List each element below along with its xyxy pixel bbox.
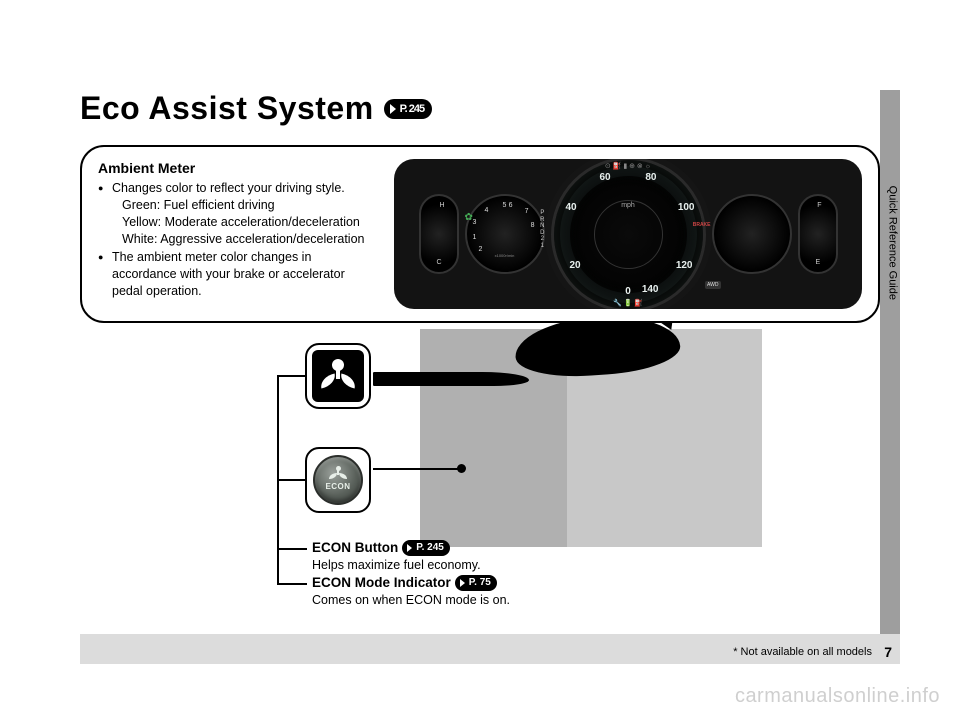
sp-100: 100 [678, 202, 695, 213]
leaf-pointer-line [373, 372, 529, 386]
ambient-text: Ambient Meter Changes color to reflect y… [98, 159, 378, 300]
econ-indicator-icon-box [305, 343, 371, 409]
sp-140: 140 [642, 284, 659, 295]
tach-5: 5 [503, 202, 507, 209]
econ-indicator-page-ref-pill: P. 75 [455, 575, 497, 591]
ambient-bullet1-text: Changes color to reflect your driving st… [112, 181, 345, 195]
ambient-green: Green: Fuel efficient driving [112, 197, 378, 214]
footnote: * Not available on all models [733, 646, 872, 658]
econ-indicator-label-block: ECON Mode Indicator P. 75 Comes on when … [312, 574, 642, 608]
ambient-heading: Ambient Meter [98, 159, 378, 178]
econ-indicator-desc: Comes on when ECON mode is on. [312, 593, 510, 607]
tach-lbl: x1000r/min [495, 253, 515, 258]
tachometer: 1 2 3 4 5 6 7 8 x1000r/min P R N D 2 1 ✿ [465, 194, 545, 274]
connector-h3 [277, 548, 307, 550]
tach-1: 1 [473, 234, 477, 241]
tach-3: 3 [473, 219, 477, 226]
side-tab [880, 90, 900, 650]
km-ring [594, 200, 663, 269]
econ-button[interactable]: ECON [313, 455, 363, 505]
page-content: Eco Assist System P. 245 Ambient Meter C… [80, 90, 880, 650]
ambient-white: White: Aggressive acceleration/decelerat… [112, 231, 378, 248]
econ-button-page-ref: P. 245 [416, 541, 444, 554]
ambient-bullet1: Changes color to reflect your driving st… [102, 180, 378, 248]
lower-diagram: ECON ECON Button P. 245 Helps maximize f… [80, 317, 880, 647]
ambient-bullet2: The ambient meter color changes in accor… [102, 249, 378, 300]
econ-button-heading: ECON Button [312, 539, 398, 557]
tach-8: 8 [531, 222, 535, 229]
econ-button-label: ECON [325, 482, 350, 491]
title-page-ref-pill: P. 245 [384, 99, 432, 119]
title-page-ref: P. 245 [400, 103, 424, 115]
watermark: carmanualsonline.info [735, 685, 940, 708]
leaf-icon [321, 359, 355, 393]
econ-indicator-page-ref: P. 75 [469, 576, 491, 589]
gear-indicator: P R N D 2 1 [540, 210, 544, 250]
temp-gauge: H C [419, 194, 459, 274]
speedometer: ⊙ ⛽ ▮ ⊕ ⊗ ☼ 0 20 40 60 80 100 120 140 mp… [551, 159, 706, 309]
econ-indicator-heading: ECON Mode Indicator [312, 574, 451, 592]
right-gauge [712, 194, 792, 274]
connector-h1 [277, 375, 305, 377]
sp-60: 60 [600, 172, 611, 183]
awd-icon: AWD [705, 281, 720, 289]
sp-120: 120 [676, 260, 693, 271]
side-tab-label: Quick Reference Guide [886, 186, 898, 300]
sp-20: 20 [570, 260, 581, 271]
tach-7: 7 [525, 208, 529, 215]
econ-indicator-icon [312, 350, 364, 402]
page-number: 7 [884, 644, 892, 660]
title-row: Eco Assist System P. 245 [80, 90, 880, 127]
tach-4: 4 [485, 207, 489, 214]
econ-button-desc: Helps maximize fuel economy. [312, 558, 481, 572]
arrow-icon [460, 579, 465, 587]
econ-button-icon-box: ECON [305, 447, 371, 513]
instrument-cluster: H C 1 2 3 4 5 6 7 8 x1000r/min P R N D 2… [394, 159, 862, 309]
fuel-f: F [817, 202, 821, 209]
temp-c: C [437, 259, 442, 266]
econ-button-label-block: ECON Button P. 245 Helps maximize fuel e… [312, 539, 642, 573]
sp-80: 80 [645, 172, 656, 183]
tach-6: 6 [509, 202, 513, 209]
econ-pointer-line [373, 468, 459, 470]
cluster-bottom-icons: 🔧 🔋 ⛽ [613, 299, 643, 307]
arrow-icon [407, 544, 412, 552]
econ-pointer-dot [457, 464, 466, 473]
brake-icon: BRAKE [693, 222, 711, 228]
fuel-gauge: E F [798, 194, 838, 274]
econ-button-page-ref-pill: P. 245 [402, 540, 450, 556]
ambient-meter-callout: Ambient Meter Changes color to reflect y… [80, 145, 880, 323]
page-title: Eco Assist System [80, 90, 374, 127]
tach-2: 2 [479, 246, 483, 253]
temp-h: H [439, 202, 444, 209]
cluster-top-icons: ⊙ ⛽ ▮ ⊕ ⊗ ☼ [605, 162, 651, 170]
eco-leaf-icon: ✿ [465, 212, 473, 223]
connector-h2 [277, 479, 305, 481]
sp-40: 40 [566, 202, 577, 213]
connector-h4 [277, 583, 307, 585]
arrow-icon [390, 104, 396, 114]
econ-button-leaf-icon [330, 469, 346, 481]
ambient-yellow: Yellow: Moderate acceleration/decelerati… [112, 214, 378, 231]
fuel-e: E [816, 259, 821, 266]
sp-0: 0 [625, 286, 631, 297]
